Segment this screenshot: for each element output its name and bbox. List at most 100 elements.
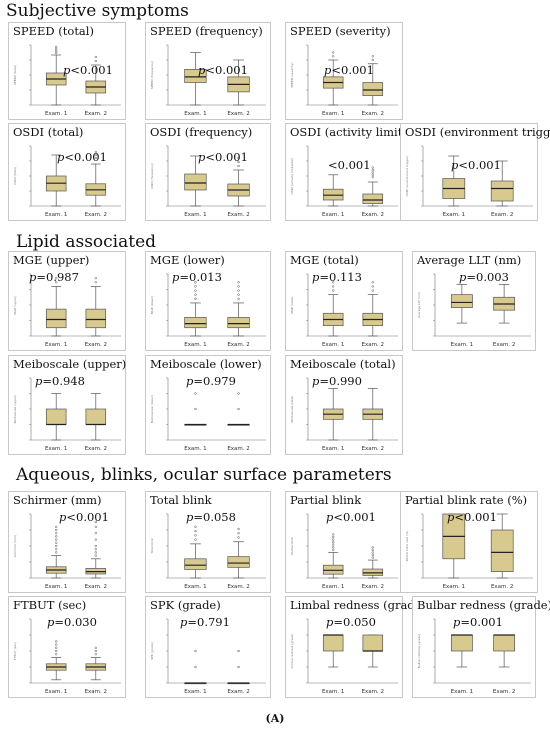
- box-plot: SPK (grade) Exam. 1 Exam. 2: [150, 618, 266, 695]
- chart-panel: Limbal redness (grade) Exam. 1 Exam. 2 Limb…: [285, 596, 426, 698]
- box-2: [85, 646, 107, 681]
- p-value-label: p=0.948: [35, 374, 85, 388]
- x-tick-label: Exam. 2: [227, 342, 249, 348]
- p-value-label: p<0.001: [324, 63, 374, 77]
- box-iqr: [450, 634, 473, 652]
- outlier-point: [237, 297, 240, 300]
- chart-title: OSDI (total): [13, 125, 84, 139]
- outlier-point: [194, 407, 197, 411]
- outlier-point: [55, 51, 58, 55]
- chart-title: MGE (upper): [13, 253, 90, 267]
- y-axis-label: Limbal redness (grade): [290, 634, 294, 669]
- chart-title: SPEED (severity): [290, 24, 391, 38]
- p-value: <0.001: [458, 158, 501, 172]
- y-axis-label: Total blink: [150, 538, 154, 554]
- outlier-point: [332, 546, 335, 549]
- outlier-point: [194, 538, 197, 541]
- chart-title: Partial blink rate (%): [405, 493, 528, 507]
- chart-panel: Partial blink rate (%) Exam. 1 Exam. 2 Part…: [400, 491, 538, 593]
- outlier-point: [94, 653, 97, 656]
- box-plot: Average LLT (nm) Exam. 1 Exam. 2: [417, 273, 531, 348]
- p-value-label: p=0.001: [453, 615, 503, 629]
- x-tick-label: Exam. 2: [85, 446, 107, 452]
- p-value: =0.030: [54, 615, 97, 629]
- box-2: [85, 393, 107, 441]
- x-tick-label: Exam. 1: [45, 446, 67, 452]
- outlier-point: [237, 536, 240, 539]
- box-1: [45, 393, 67, 441]
- p-value-label: p<0.001: [447, 510, 497, 524]
- y-axis-label: Partial blink: [290, 537, 294, 555]
- outlier-point: [94, 538, 97, 541]
- outlier-point: [55, 528, 58, 532]
- chart-panel: Meiboscale (total) Exam. 1 Exam. 2 Meibosca…: [285, 355, 403, 455]
- y-axis-label: Meiboscale (total): [290, 396, 294, 423]
- box-iqr: [322, 564, 344, 575]
- outlier-point: [94, 532, 97, 535]
- p-symbol: p: [63, 63, 71, 77]
- x-tick-label: Exam. 2: [227, 584, 249, 590]
- p-symbol: p: [59, 510, 67, 524]
- outlier-point: [55, 551, 58, 554]
- x-tick-label: Exam. 1: [184, 584, 206, 590]
- outlier-point: [371, 289, 374, 292]
- p-value: <0.001: [64, 150, 107, 164]
- outlier-point: [94, 554, 97, 557]
- box-plot: OSDI (environment trigger) Exam. 1 Exam. 2: [405, 145, 533, 218]
- box-iqr: [45, 408, 67, 425]
- outlier-point: [371, 166, 374, 169]
- p-symbol: p: [326, 615, 334, 629]
- p-value: <0.001: [331, 63, 374, 77]
- p-value: <0.001: [454, 510, 497, 524]
- chart-title: Bulbar redness (grade): [417, 598, 550, 612]
- box-1: [45, 276, 67, 337]
- outlier-point: [371, 171, 374, 174]
- box-1: [322, 174, 344, 207]
- section-title-aqueous: Aqueous, blinks, ocular surface paramete…: [16, 465, 392, 485]
- y-axis-label: OSDI (frequency): [150, 163, 154, 189]
- box-plot: Meiboscale (total) Exam. 1 Exam. 2: [290, 377, 398, 452]
- box-iqr: [184, 173, 207, 191]
- chart-title: Meiboscale (total): [290, 357, 396, 371]
- y-axis-label: MGE (total): [290, 297, 294, 314]
- box-iqr: [85, 308, 107, 329]
- outlier-point: [332, 281, 335, 284]
- p-value-label: p<0.001: [198, 150, 248, 164]
- y-axis-label: Meiboscale (upper): [13, 395, 17, 424]
- p-value-label: p=0.013: [172, 270, 222, 284]
- outlier-point: [55, 276, 58, 280]
- p-symbol: p: [198, 150, 206, 164]
- chart-panel: Partial blink Exam. 1 Exam. 2 Partial blink…: [285, 491, 403, 593]
- outlier-point: [194, 529, 197, 533]
- box-1: [184, 392, 207, 426]
- p-value: =0.979: [193, 374, 236, 388]
- chart-title: MGE (total): [290, 253, 359, 267]
- outlier-point: [237, 156, 240, 160]
- p-value-label: p=0.050: [326, 615, 376, 629]
- p-symbol: p: [459, 270, 467, 284]
- box-iqr: [227, 556, 250, 568]
- box-plot: MGE (upper) Exam. 1 Exam. 2: [13, 273, 121, 348]
- box-1: [322, 281, 344, 337]
- box-iqr: [493, 634, 516, 652]
- box-iqr: [227, 317, 250, 329]
- p-symbol: p: [35, 374, 43, 388]
- outlier-point: [94, 646, 97, 649]
- chart-title: SPK (grade): [150, 598, 221, 612]
- outlier-point: [194, 665, 197, 669]
- y-axis-label: Schirmer (mm): [13, 535, 17, 558]
- p-value-label: p<0.001: [198, 63, 248, 77]
- chart-panel: MGE (lower) Exam. 1 Exam. 2 MGE (lower) p=0.…: [145, 251, 271, 351]
- outlier-point: [237, 665, 240, 669]
- chart-panel: FTBUT (sec) Exam. 1 Exam. 2 FTBUT (sec) p=0.…: [8, 596, 126, 698]
- outlier-point: [371, 176, 374, 179]
- outlier-point: [194, 289, 197, 292]
- outlier-point: [194, 392, 197, 395]
- p-value-label: p<0.001: [63, 63, 113, 77]
- chart-title: OSDI (activity limitation): [290, 125, 437, 139]
- box-1: [184, 649, 207, 685]
- box-plot: OSDI (total) Exam. 1 Exam. 2: [13, 145, 121, 218]
- p-value: =0.113: [319, 270, 362, 284]
- box-plot: MGE (lower) Exam. 1 Exam. 2: [150, 273, 266, 348]
- p-value-label: p=0.987: [29, 270, 79, 284]
